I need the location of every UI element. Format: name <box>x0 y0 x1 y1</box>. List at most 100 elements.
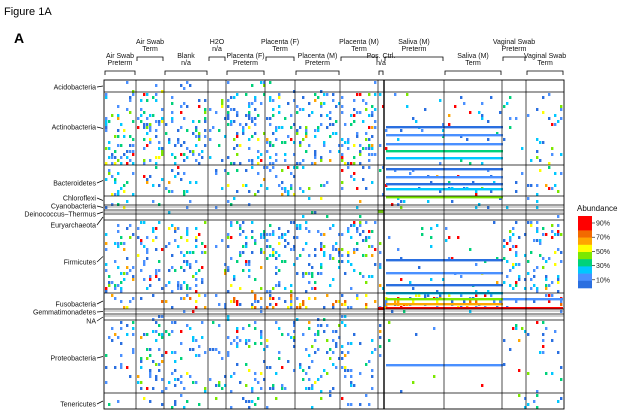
heatmap-cell <box>536 156 539 159</box>
heatmap-cell <box>155 330 158 333</box>
heatmap-cell <box>105 93 108 96</box>
heatmap-cell <box>293 339 296 342</box>
heatmap-cell <box>236 221 239 224</box>
heatmap-cell <box>227 233 230 236</box>
heatmap-cell <box>332 303 335 306</box>
heatmap-cell <box>186 294 189 297</box>
heatmap-cell <box>527 221 530 224</box>
heatmap-cell <box>335 120 338 123</box>
heatmap-cell <box>242 129 245 132</box>
heatmap-cell <box>171 169 174 172</box>
heatmap-cell <box>536 150 539 153</box>
heatmap-cell <box>177 245 180 248</box>
heatmap-cell <box>518 275 521 278</box>
heatmap-cell <box>227 156 230 159</box>
heatmap-cell <box>263 233 266 236</box>
heatmap-cell <box>308 272 311 275</box>
heatmap-cell <box>120 287 123 290</box>
heatmap-cell <box>350 403 353 406</box>
heatmap-cell <box>218 303 221 306</box>
heatmap-cell <box>236 345 239 348</box>
heatmap-cell <box>251 290 254 293</box>
heatmap-cell <box>290 184 293 187</box>
heatmap-cell <box>430 181 433 184</box>
heatmap-cell <box>251 120 254 123</box>
heatmap-cell <box>248 114 251 117</box>
heatmap-cell <box>524 397 527 400</box>
heatmap-cell <box>518 394 521 397</box>
heatmap-cell <box>341 351 344 354</box>
heatmap-cell <box>412 169 415 172</box>
heatmap-cell <box>460 294 463 297</box>
heatmap-cell <box>344 369 347 372</box>
heatmap-cell <box>245 342 248 345</box>
heatmap-cell <box>117 193 120 196</box>
heatmap-cell <box>560 397 563 400</box>
heatmap-cell <box>272 99 275 102</box>
heatmap-cell <box>189 327 192 330</box>
heatmap-cell <box>248 147 251 150</box>
heatmap-cell <box>155 99 158 102</box>
heatmap-cell <box>415 333 418 336</box>
heatmap-cell <box>161 248 164 251</box>
phylum-tick <box>96 300 104 305</box>
heatmap-cell <box>320 114 323 117</box>
heatmap-cell <box>356 111 359 114</box>
heatmap-cell <box>171 351 174 354</box>
heatmap-cell <box>186 251 189 254</box>
heatmap-cell <box>269 117 272 120</box>
heatmap-cell <box>293 153 296 156</box>
heatmap-cell <box>293 221 296 224</box>
heatmap-cell <box>305 242 308 245</box>
sample-group-label: H2O <box>210 39 225 46</box>
heatmap-cell <box>371 245 374 248</box>
heatmap-cell <box>239 381 242 384</box>
phylum-label: Chloroflexi <box>63 196 97 203</box>
heatmap-cell <box>260 333 263 336</box>
heatmap-cell <box>165 351 168 354</box>
heatmap-cell <box>278 351 281 354</box>
heatmap-cell <box>350 162 353 165</box>
heatmap-cell <box>344 300 347 303</box>
heatmap-cell <box>293 345 296 348</box>
heatmap-cell <box>183 153 186 156</box>
heatmap-cell <box>251 400 254 403</box>
heatmap-cell <box>195 227 198 230</box>
heatmap-cell <box>496 281 499 284</box>
heatmap-cell <box>344 324 347 327</box>
heatmap-cell <box>114 242 117 245</box>
heatmap-cell <box>251 84 254 87</box>
heatmap-cell <box>284 245 287 248</box>
heatmap-cell <box>114 178 117 181</box>
heatmap-cell <box>311 275 314 278</box>
heatmap-cell <box>149 372 152 375</box>
heatmap-cell <box>350 263 353 266</box>
heatmap-cell <box>105 354 108 357</box>
heatmap-cell <box>257 150 260 153</box>
heatmap-cell <box>412 381 415 384</box>
heatmap-cell <box>155 321 158 324</box>
heatmap-cell <box>168 333 171 336</box>
heatmap-cell <box>177 166 180 169</box>
heatmap-cell <box>260 330 263 333</box>
saliva-band <box>386 303 503 306</box>
heatmap-cell <box>146 123 149 126</box>
heatmap-cell <box>195 126 198 129</box>
heatmap-cell <box>442 123 445 126</box>
sample-group-label: Placenta (F) <box>226 53 264 60</box>
heatmap-cell <box>149 348 152 351</box>
heatmap-cell <box>120 162 123 165</box>
heatmap-cell <box>314 93 317 96</box>
sample-group-sublabel: Term <box>351 46 367 53</box>
heatmap-cell <box>158 141 161 144</box>
heatmap-cell <box>281 126 284 129</box>
heatmap-cell <box>266 306 269 309</box>
heatmap-cell <box>266 257 269 260</box>
heatmap-cell <box>132 153 135 156</box>
heatmap-cell <box>521 147 524 150</box>
heatmap-cell <box>560 153 563 156</box>
heatmap-cell <box>183 193 186 196</box>
heatmap-cell <box>554 172 557 175</box>
heatmap-cell <box>314 333 317 336</box>
